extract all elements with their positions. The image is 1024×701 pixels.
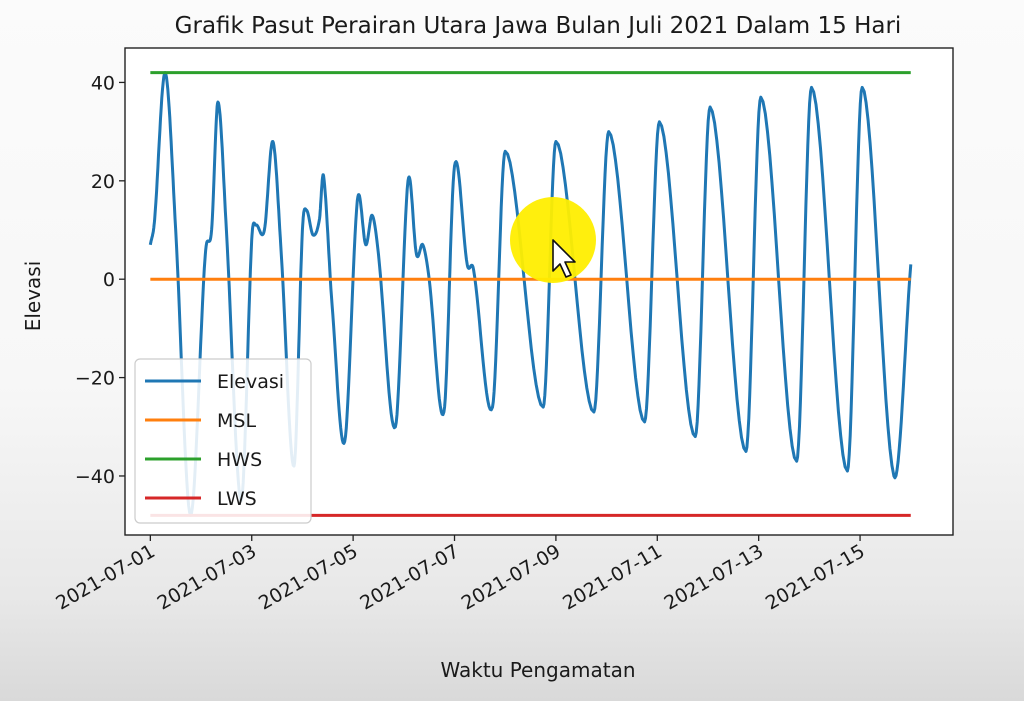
y-axis: 40 20 0 −20 −40 — [75, 72, 125, 488]
y-tick-label: −40 — [75, 466, 115, 488]
x-tick-label: 2021-07-01 — [52, 540, 159, 614]
y-tick-label: 20 — [91, 171, 115, 193]
legend-label-lws: LWS — [217, 488, 257, 510]
legend-box — [134, 358, 312, 524]
legend-label-elevasi: Elevasi — [217, 371, 284, 393]
y-axis-label: Elevasi — [21, 261, 45, 332]
chart-title: Grafik Pasut Perairan Utara Jawa Bulan J… — [175, 13, 902, 39]
x-axis: 2021-07-012021-07-032021-07-052021-07-07… — [52, 535, 869, 615]
y-tick-label: 0 — [103, 269, 115, 291]
cursor-highlight — [510, 197, 596, 283]
y-tick-label: −20 — [75, 368, 115, 390]
x-tick-label: 2021-07-07 — [356, 540, 463, 614]
legend: Elevasi MSL HWS LWS — [134, 358, 312, 524]
x-tick-label: 2021-07-13 — [661, 540, 768, 614]
x-tick-label: 2021-07-09 — [458, 540, 565, 614]
mouse-pointer-icon — [552, 239, 576, 278]
y-tick-label: 40 — [91, 72, 115, 94]
x-tick-label: 2021-07-03 — [154, 540, 261, 614]
x-tick-label: 2021-07-11 — [559, 540, 666, 614]
x-tick-label: 2021-07-15 — [762, 540, 869, 614]
x-axis-label: Waktu Pengamatan — [441, 658, 636, 682]
legend-label-hws: HWS — [217, 449, 262, 471]
x-tick-label: 2021-07-05 — [255, 540, 362, 614]
legend-label-msl: MSL — [217, 410, 256, 432]
